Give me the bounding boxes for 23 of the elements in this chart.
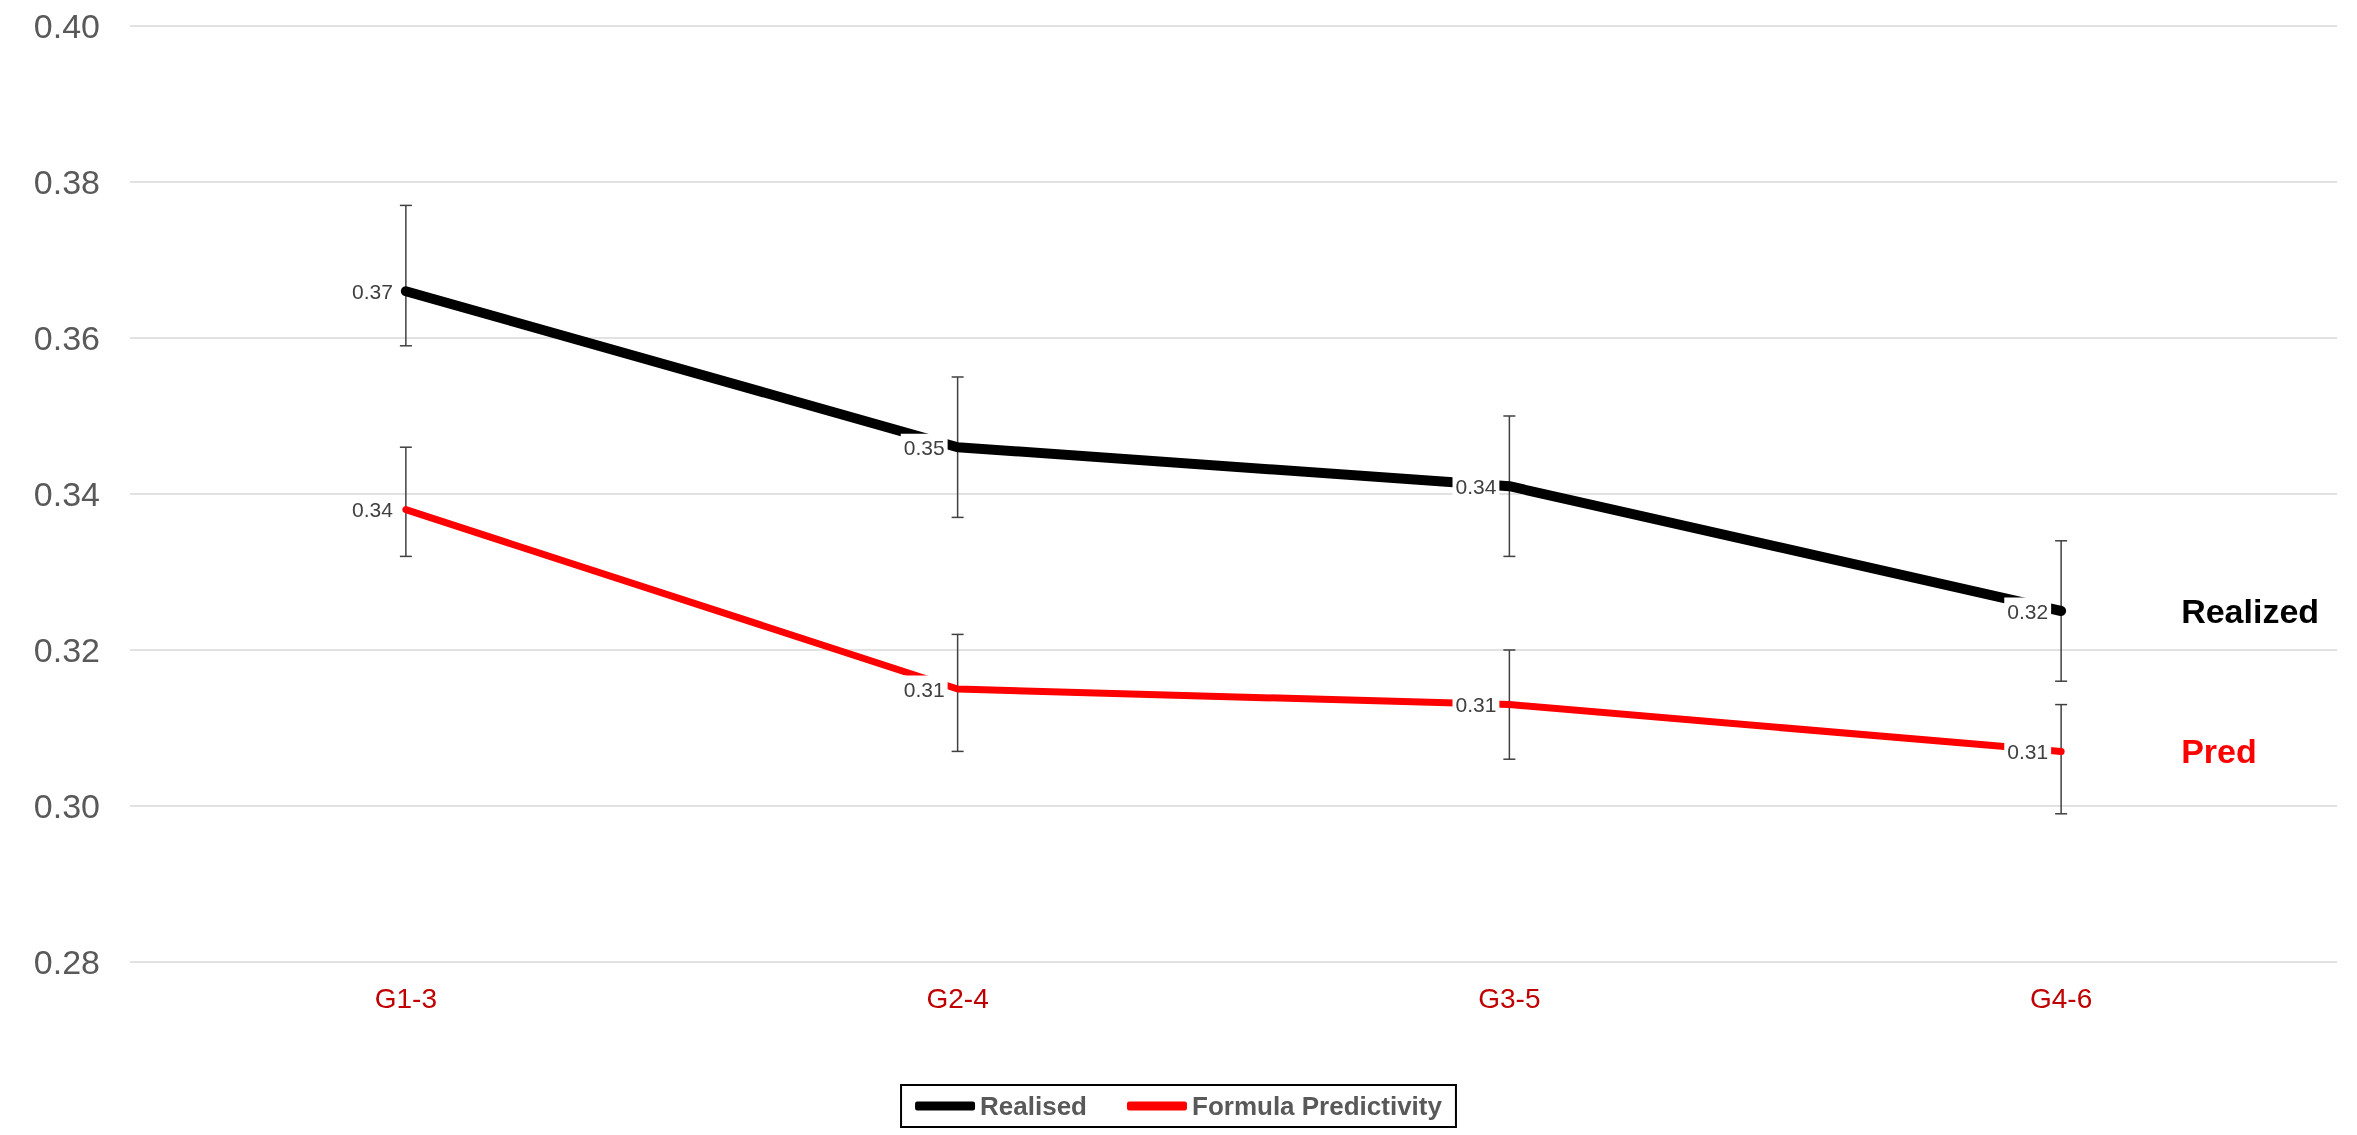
- data-label: 0.31: [2007, 739, 2049, 763]
- legend-label: Realised: [980, 1091, 1087, 1121]
- y-tick-label: 0.38: [33, 163, 100, 201]
- y-tick-label: 0.28: [33, 943, 100, 981]
- annotation: Realized: [2181, 592, 2320, 630]
- data-label: 0.31: [903, 677, 945, 701]
- y-tick-label: 0.36: [33, 319, 100, 357]
- y-tick-label: 0.40: [33, 7, 100, 45]
- annotation: Pred: [2181, 732, 2257, 771]
- x-tick-label: G3-5: [1478, 982, 1541, 1014]
- x-tick-label: G2-4: [926, 982, 989, 1014]
- legend-label: Formula Predictivity: [1191, 1091, 1443, 1121]
- data-label: 0.32: [2007, 599, 2049, 623]
- y-tick-label: 0.30: [33, 787, 100, 825]
- y-tick-label: 0.34: [33, 475, 100, 513]
- data-label: 0.34: [1455, 474, 1497, 498]
- x-tick-label: G1-3: [374, 982, 437, 1014]
- data-label: 0.31: [1455, 693, 1497, 717]
- x-tick-label: G4-6: [2030, 982, 2093, 1014]
- data-label: 0.37: [352, 279, 393, 303]
- data-label: 0.35: [903, 435, 945, 459]
- data-label: 0.34: [352, 498, 394, 522]
- y-tick-label: 0.32: [33, 631, 100, 669]
